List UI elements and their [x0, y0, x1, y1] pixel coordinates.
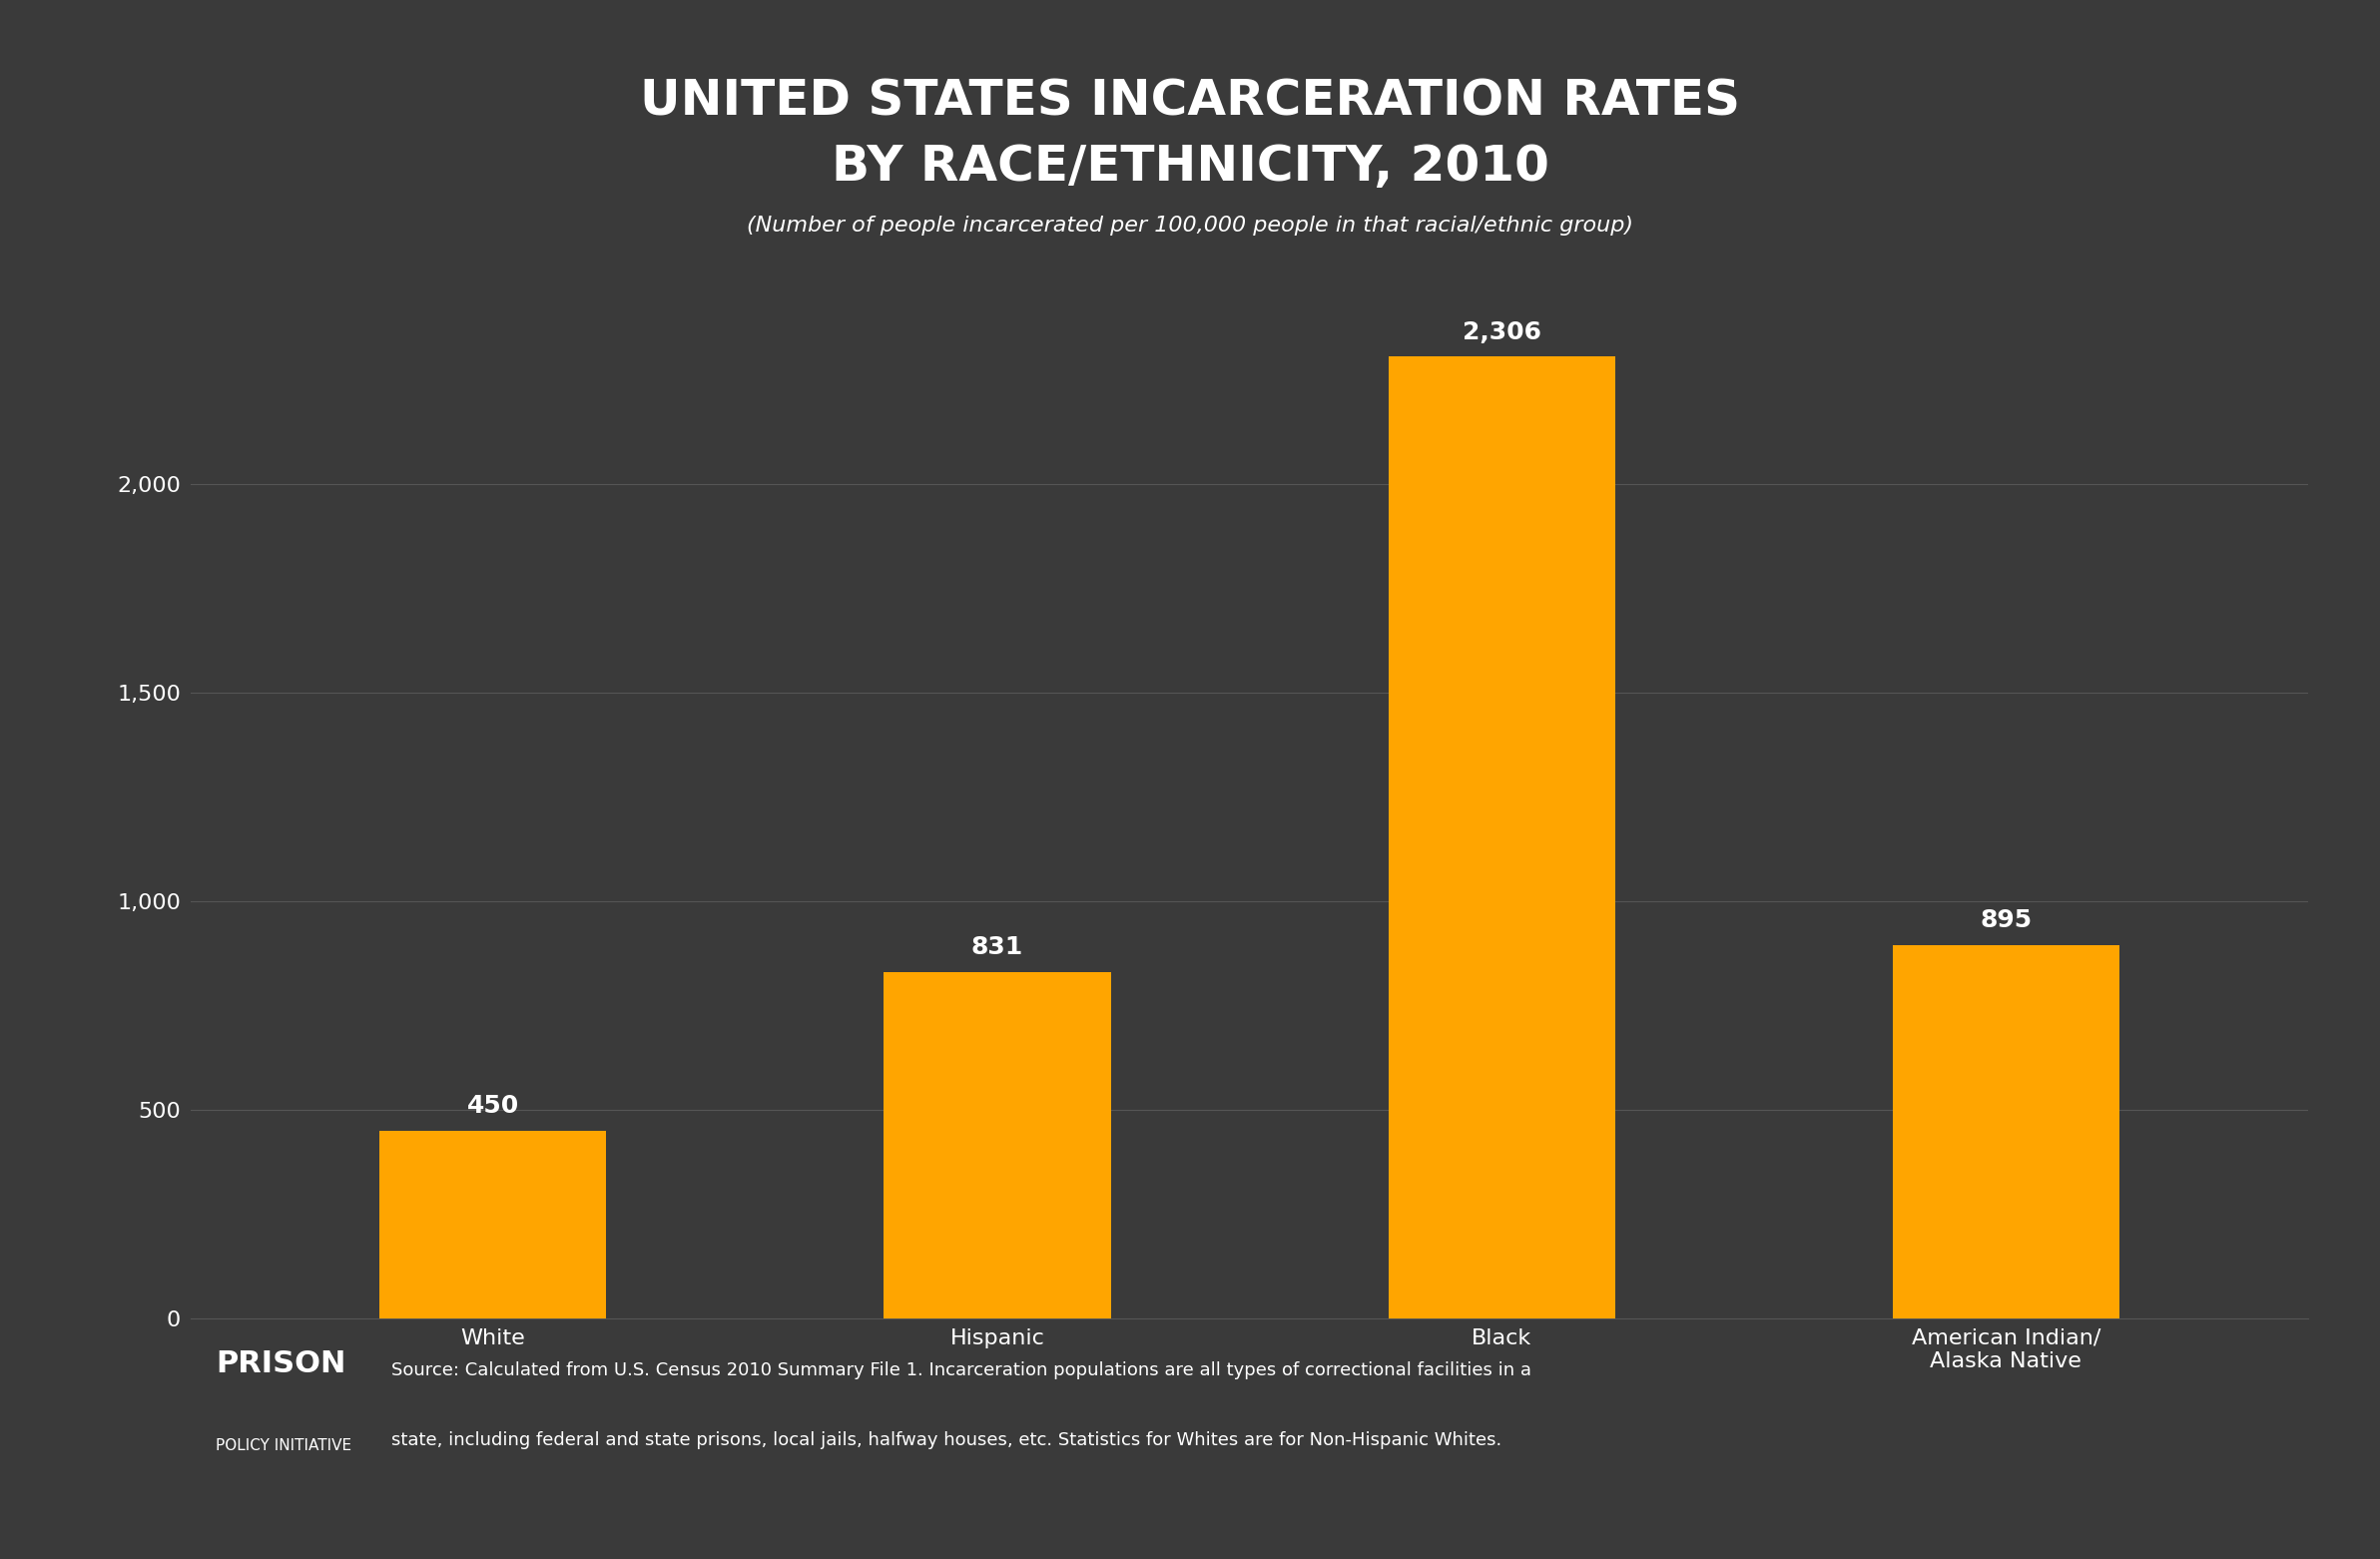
Text: PRISON: PRISON [217, 1350, 345, 1378]
Text: 831: 831 [971, 935, 1023, 959]
Text: UNITED STATES INCARCERATION RATES: UNITED STATES INCARCERATION RATES [640, 78, 1740, 125]
Text: Source: Calculated from U.S. Census 2010 Summary File 1. Incarceration populatio: Source: Calculated from U.S. Census 2010… [393, 1361, 1533, 1380]
Bar [883, 971, 1111, 1319]
Text: 895: 895 [1980, 909, 2033, 932]
Text: (Number of people incarcerated per 100,000 people in that racial/ethnic group): (Number of people incarcerated per 100,0… [747, 217, 1633, 235]
Bar [1892, 945, 2121, 1319]
Text: POLICY INITIATIVE: POLICY INITIATIVE [217, 1437, 352, 1453]
Bar [1388, 357, 1616, 1319]
Text: 450: 450 [466, 1094, 519, 1118]
Text: BY RACE/ETHNICITY, 2010: BY RACE/ETHNICITY, 2010 [831, 143, 1549, 190]
Text: 2,306: 2,306 [1461, 320, 1542, 345]
Text: state, including federal and state prisons, local jails, halfway houses, etc. St: state, including federal and state priso… [393, 1431, 1502, 1450]
Bar [378, 1130, 607, 1319]
